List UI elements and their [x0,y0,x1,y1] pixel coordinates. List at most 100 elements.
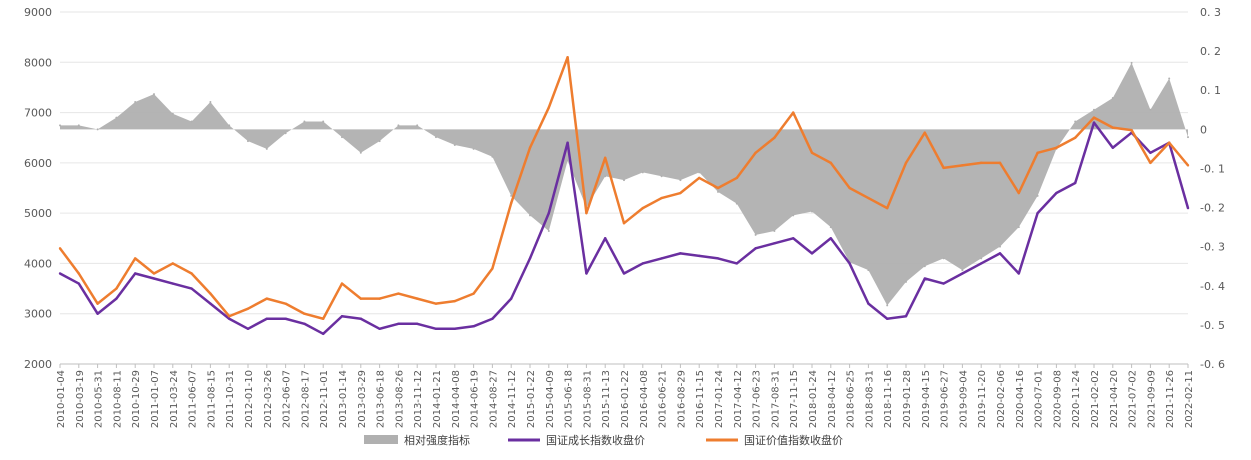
value-index-point [942,166,945,170]
value-index-point [378,297,381,300]
relative-strength-point [472,147,475,150]
x-tick-label: 2018-11-16 [883,370,894,428]
x-tick-label: 2019-01-28 [902,370,913,428]
x-tick-label: 2021-02-02 [1090,370,1101,428]
relative-strength-point [1093,108,1095,111]
relative-strength-point [623,179,625,182]
growth-index-point [228,317,231,320]
growth-index-point [265,317,268,320]
growth-index-point [453,327,456,330]
x-tick-label: 2021-07-02 [1128,370,1139,428]
relative-strength-point [115,116,118,119]
x-tick-label: 2010-10-29 [131,370,142,428]
value-index-point [998,161,1002,165]
relative-strength-point [792,214,795,217]
growth-index-point [716,257,720,260]
value-index-point [303,312,306,315]
value-index-point [604,156,607,160]
relative-strength-point [811,210,813,213]
x-tick-label: 2020-02-06 [996,370,1007,428]
growth-index-point [359,317,362,320]
relative-strength-point [228,124,231,127]
y-left-tick-label: 4000 [24,257,52,270]
growth-index-point [829,237,832,240]
relative-strength-point [341,136,343,139]
x-tick-label: 2010-05-31 [94,370,105,428]
y-right-tick-label: -0. 1 [1200,162,1225,175]
value-index-point [134,257,137,260]
x-tick-label: 2017-11-15 [789,370,800,428]
growth-index-point [416,322,419,325]
x-tick-label: 2019-11-20 [977,370,988,428]
value-index-point [171,262,174,265]
relative-strength-point [999,245,1001,248]
relative-strength-point [1017,226,1020,229]
value-index-point [961,164,964,167]
value-index-point [904,161,908,165]
growth-index-point [77,282,81,285]
y-left-tick-label: 3000 [24,308,52,321]
x-tick-label: 2015-08-31 [582,370,593,428]
growth-index-point [340,315,344,318]
growth-index-point [904,315,908,318]
relative-strength-point [190,120,193,123]
growth-index-point [923,277,926,280]
x-tick-label: 2022-02-11 [1184,370,1195,428]
y-right-tick-label: -0. 5 [1200,319,1225,332]
relative-strength-point [829,226,832,229]
relative-strength-point [209,100,212,103]
value-index-point [1036,151,1039,154]
value-index-point [716,186,720,190]
value-index-point [1168,141,1171,144]
x-tick-label: 2013-06-18 [376,370,387,428]
x-tick-label: 2013-03-29 [357,370,368,428]
value-index-point [322,317,325,320]
x-tick-label: 2018-01-24 [808,370,819,428]
relative-strength-point [1111,97,1114,100]
x-tick-label: 2011-01-07 [150,370,161,428]
growth-index-point [190,287,193,290]
x-tick-label: 2011-10-31 [225,370,236,428]
relative-strength-point [923,265,926,268]
value-index-point [792,111,795,114]
growth-index-point [378,327,381,330]
growth-index-point [528,257,532,260]
value-index-point [265,297,268,300]
value-index-point [980,161,983,165]
y-right-tick-label: 0. 3 [1200,6,1221,19]
growth-index-point [1074,181,1077,185]
x-tick-label: 2021-09-09 [1146,370,1157,428]
y-left-tick-label: 5000 [24,207,52,220]
value-index-point [397,292,400,295]
relative-strength-point [171,112,174,115]
x-tick-label: 2016-06-21 [658,370,669,428]
relative-strength-point [754,233,757,236]
y-right-tick-label: 0 [1200,123,1207,136]
x-tick-label: 2015-01-22 [526,370,537,428]
growth-index-point [980,262,983,265]
relative-strength-point [435,136,437,139]
x-tick-label: 2012-06-07 [282,370,293,428]
x-tick-label: 2014-11-12 [507,370,518,428]
x-tick-label: 2010-03-19 [75,370,86,428]
growth-index-point [754,247,757,250]
x-tick-label: 2016-04-08 [639,370,650,428]
relative-strength-point [491,155,494,158]
relative-strength-point [529,214,531,217]
growth-index-point [735,262,738,265]
growth-index-point [660,257,663,260]
relative-strength-point [416,124,419,127]
x-tick-label: 2013-01-14 [338,370,349,428]
value-index-point [152,272,156,275]
relative-strength-point [1149,108,1152,111]
x-tick-label: 2012-01-10 [244,370,255,428]
value-index-point [359,297,362,300]
relative-strength-point [96,128,99,131]
value-index-point [566,56,569,59]
value-index-point [735,176,738,180]
value-index-point [1055,146,1058,149]
x-tick-label: 2017-08-31 [770,370,781,428]
growth-index-point [397,322,400,325]
value-index-point [96,302,99,305]
index-lines [58,56,1190,336]
